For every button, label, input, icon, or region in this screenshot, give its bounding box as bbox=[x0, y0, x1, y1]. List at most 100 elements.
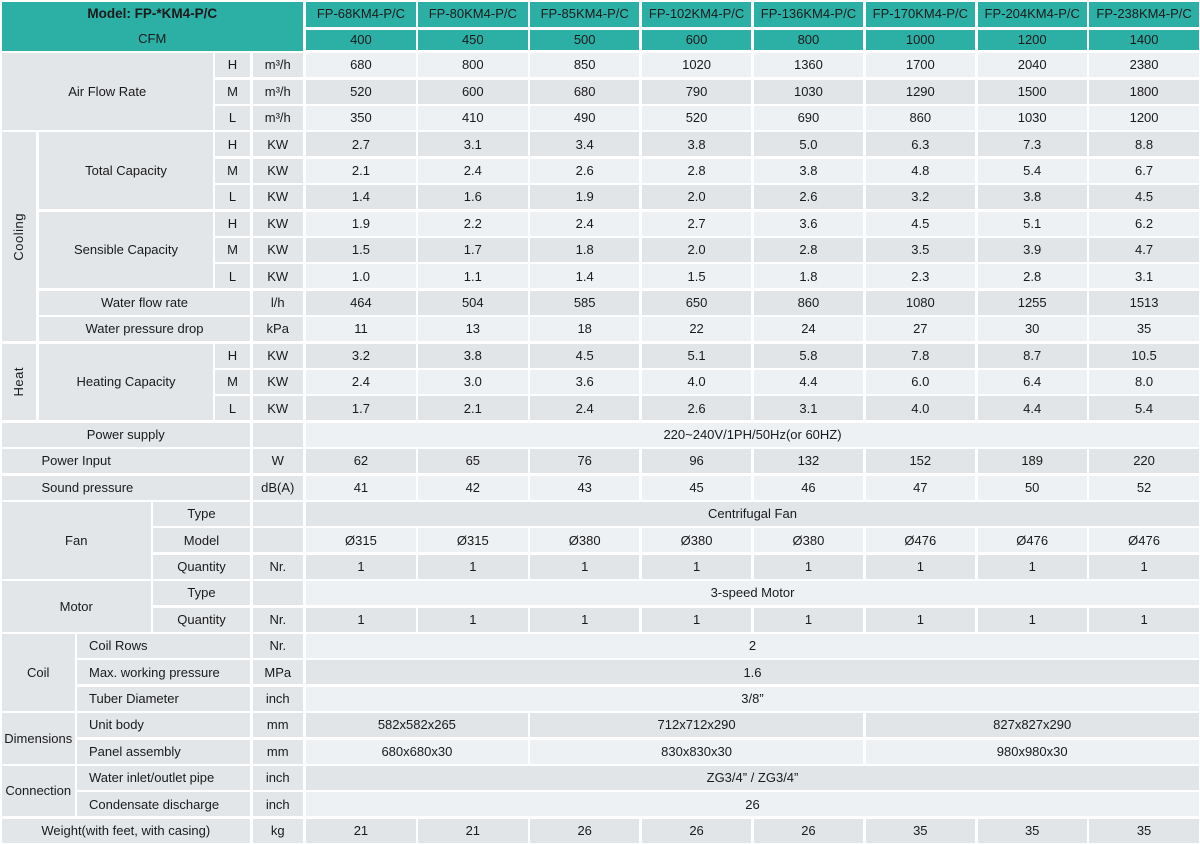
data-cell-weight: 21 bbox=[306, 818, 416, 843]
data-span-panel-assembly: 980x980x30 bbox=[865, 739, 1199, 764]
column-header-cfm: 500 bbox=[530, 29, 640, 50]
data-cell-air-flow-h: 1700 bbox=[865, 53, 975, 78]
data-span-max-working-pressure: 1.6 bbox=[306, 660, 1199, 685]
row-label-unit-body: Unit body bbox=[77, 713, 250, 738]
data-cell-air-flow-m: 790 bbox=[641, 79, 752, 104]
row-label-panel-assembly: Panel assembly bbox=[77, 739, 250, 764]
row-label-fan-quantity: Quantity bbox=[153, 554, 250, 579]
data-cell-sound-pressure: 52 bbox=[1089, 475, 1199, 500]
unit-cell-sensible-capacity-h: KW bbox=[252, 211, 303, 236]
data-cell-total-capacity-l: 3.2 bbox=[865, 185, 975, 210]
data-cell-air-flow-l: 350 bbox=[306, 106, 416, 130]
row-label-tuber-diameter: Tuber Diameter bbox=[77, 686, 250, 711]
data-cell-fan-quantity: 1 bbox=[530, 554, 640, 579]
section-label-heat: Heat bbox=[1, 343, 36, 421]
column-header-model: FP-170KM4-P/C bbox=[865, 1, 975, 27]
unit-cell-water-flow-rate: l/h bbox=[252, 290, 303, 315]
data-cell-water-pressure-drop: 24 bbox=[753, 317, 864, 342]
data-cell-sensible-capacity-h: 2.2 bbox=[418, 211, 528, 236]
data-cell-heating-capacity-h: 10.5 bbox=[1089, 343, 1199, 368]
data-cell-sensible-capacity-m: 3.9 bbox=[977, 238, 1087, 262]
data-cell-sensible-capacity-m: 1.7 bbox=[418, 238, 528, 262]
data-cell-sensible-capacity-h: 6.2 bbox=[1089, 211, 1199, 236]
data-cell-heating-capacity-l: 3.1 bbox=[753, 396, 864, 421]
data-cell-power-input: 62 bbox=[306, 449, 416, 474]
data-cell-water-flow-rate: 464 bbox=[306, 290, 416, 315]
data-cell-heating-capacity-l: 1.7 bbox=[306, 396, 416, 421]
data-cell-air-flow-h: 800 bbox=[418, 53, 528, 78]
data-cell-fan-quantity: 1 bbox=[753, 554, 864, 579]
data-cell-water-flow-rate: 1513 bbox=[1089, 290, 1199, 315]
data-span-unit-body: 712x712x290 bbox=[530, 713, 864, 738]
data-cell-total-capacity-h: 3.1 bbox=[418, 132, 528, 157]
row-label-heating-capacity-l: L bbox=[215, 396, 250, 421]
unit-cell-heating-capacity-l: KW bbox=[252, 396, 303, 421]
column-header-cfm: 400 bbox=[306, 29, 416, 50]
data-cell-fan-model: Ø476 bbox=[865, 528, 975, 553]
row-label-sensible-capacity-m: M bbox=[215, 238, 250, 262]
unit-cell-panel-assembly: mm bbox=[252, 739, 303, 764]
row-label-fan-type: Type bbox=[153, 502, 250, 526]
data-cell-air-flow-m: 1500 bbox=[977, 79, 1087, 104]
unit-cell-motor-quantity: Nr. bbox=[252, 607, 303, 632]
data-cell-weight: 26 bbox=[753, 818, 864, 843]
data-cell-air-flow-h: 680 bbox=[306, 53, 416, 78]
unit-cell-power-input: W bbox=[252, 449, 303, 474]
data-cell-air-flow-h: 1360 bbox=[753, 53, 864, 78]
unit-cell-fan-type bbox=[252, 502, 303, 526]
unit-cell-motor-type bbox=[252, 581, 303, 606]
row-label-power-input: Power Input bbox=[1, 449, 250, 474]
data-cell-air-flow-h: 850 bbox=[530, 53, 640, 78]
data-cell-sound-pressure: 46 bbox=[753, 475, 864, 500]
unit-cell-fan-quantity: Nr. bbox=[252, 554, 303, 579]
data-cell-air-flow-m: 520 bbox=[306, 79, 416, 104]
data-cell-heating-capacity-l: 2.4 bbox=[530, 396, 640, 421]
data-cell-fan-model: Ø476 bbox=[1089, 528, 1199, 553]
data-cell-sound-pressure: 43 bbox=[530, 475, 640, 500]
data-cell-air-flow-l: 410 bbox=[418, 106, 528, 130]
column-header-model: FP-204KM4-P/C bbox=[977, 1, 1087, 27]
data-cell-water-pressure-drop: 30 bbox=[977, 317, 1087, 342]
data-cell-total-capacity-m: 5.4 bbox=[977, 158, 1087, 183]
data-cell-motor-quantity: 1 bbox=[977, 607, 1087, 632]
data-span-unit-body: 827x827x290 bbox=[865, 713, 1199, 738]
column-header-model: FP-136KM4-P/C bbox=[753, 1, 864, 27]
section-label-sensible-capacity: Sensible Capacity bbox=[39, 211, 213, 289]
unit-cell-heating-capacity-h: KW bbox=[252, 343, 303, 368]
data-cell-heating-capacity-m: 6.0 bbox=[865, 370, 975, 394]
data-cell-air-flow-l: 1200 bbox=[1089, 106, 1199, 130]
unit-cell-air-flow-l: m³/h bbox=[252, 106, 303, 130]
data-cell-motor-quantity: 1 bbox=[641, 607, 752, 632]
row-label-sensible-capacity-l: L bbox=[215, 264, 250, 289]
data-cell-water-pressure-drop: 11 bbox=[306, 317, 416, 342]
data-cell-total-capacity-h: 8.8 bbox=[1089, 132, 1199, 157]
row-label-motor-type: Type bbox=[153, 581, 250, 606]
data-cell-heating-capacity-l: 4.4 bbox=[977, 396, 1087, 421]
data-cell-sound-pressure: 47 bbox=[865, 475, 975, 500]
model-cfm-header-block bbox=[1, 1, 303, 51]
data-cell-sensible-capacity-h: 5.1 bbox=[977, 211, 1087, 236]
data-cell-total-capacity-m: 3.8 bbox=[753, 158, 864, 183]
data-span-unit-body: 582x582x265 bbox=[306, 713, 528, 738]
data-cell-fan-model: Ø380 bbox=[753, 528, 864, 553]
data-cell-sensible-capacity-m: 3.5 bbox=[865, 238, 975, 262]
data-cell-weight: 35 bbox=[865, 818, 975, 843]
section-label-air-flow-rate: Air Flow Rate bbox=[1, 53, 213, 130]
column-header-cfm: 450 bbox=[418, 29, 528, 50]
column-header-model: FP-102KM4-P/C bbox=[641, 1, 752, 27]
row-label-sound-pressure: Sound pressure bbox=[1, 475, 250, 500]
data-cell-sensible-capacity-h: 1.9 bbox=[306, 211, 416, 236]
data-cell-water-flow-rate: 585 bbox=[530, 290, 640, 315]
data-cell-total-capacity-m: 2.1 bbox=[306, 158, 416, 183]
data-cell-motor-quantity: 1 bbox=[1089, 607, 1199, 632]
data-cell-fan-quantity: 1 bbox=[1089, 554, 1199, 579]
data-cell-sound-pressure: 42 bbox=[418, 475, 528, 500]
data-cell-power-input: 220 bbox=[1089, 449, 1199, 474]
data-cell-heating-capacity-m: 3.6 bbox=[530, 370, 640, 394]
data-cell-fan-model: Ø380 bbox=[530, 528, 640, 553]
row-label-coil-rows: Coil Rows bbox=[77, 634, 250, 658]
data-cell-heating-capacity-h: 3.8 bbox=[418, 343, 528, 368]
cfm-header-label: CFM bbox=[138, 31, 167, 47]
data-cell-fan-quantity: 1 bbox=[865, 554, 975, 579]
